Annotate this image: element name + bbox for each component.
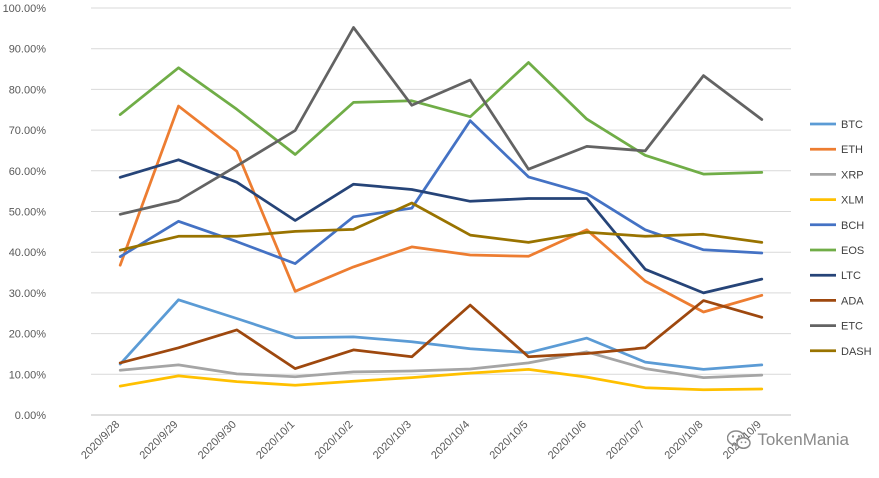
series-line-dash bbox=[118, 201, 764, 252]
x-tick-label: 2020/10/7 bbox=[604, 419, 647, 462]
series-lines bbox=[118, 26, 764, 392]
x-tick-label: 2020/10/2 bbox=[313, 419, 356, 462]
x-tick-label: 2020/10/8 bbox=[663, 419, 706, 462]
gridlines bbox=[91, 7, 791, 416]
series-line-etc bbox=[118, 26, 764, 216]
x-axis: 2020/9/28 2020/9/29 2020/9/30 2020/10/1 2020… bbox=[79, 419, 764, 462]
y-tick-label: 80.00% bbox=[9, 84, 47, 96]
x-tick-label: 2020/10/6 bbox=[546, 419, 589, 462]
series-line-eth bbox=[118, 104, 764, 314]
watermark-text: TokenMania bbox=[757, 430, 849, 449]
legend-label-dash: DASH bbox=[841, 346, 872, 358]
x-tick-label: 2020/10/5 bbox=[488, 419, 531, 462]
y-tick-label: 90.00% bbox=[9, 44, 47, 56]
legend-label-etc: ETC bbox=[841, 321, 863, 333]
legend-label-ada: ADA bbox=[841, 295, 864, 307]
series-line-ada bbox=[118, 299, 764, 370]
y-tick-label: 70.00% bbox=[9, 125, 47, 137]
y-tick-label: 10.00% bbox=[9, 369, 47, 381]
x-tick-label: 2020/9/28 bbox=[79, 419, 122, 462]
x-tick-label: 2020/9/29 bbox=[138, 419, 181, 462]
y-tick-label: 40.00% bbox=[9, 247, 47, 259]
legend-label-ltc: LTC bbox=[841, 270, 861, 282]
legend-label-eth: ETH bbox=[841, 144, 863, 156]
watermark: TokenMania bbox=[727, 430, 849, 450]
legend-label-xrp: XRP bbox=[841, 169, 864, 181]
x-tick-label: 2020/9/30 bbox=[196, 419, 239, 462]
y-axis: 0.00% 10.00% 20.00% 30.00% 40.00% 50.00% 60.00… bbox=[3, 3, 47, 422]
series-line-ltc bbox=[118, 158, 764, 295]
x-tick-label: 2020/10/1 bbox=[254, 419, 297, 462]
y-tick-label: 100.00% bbox=[3, 3, 47, 15]
legend-label-xlm: XLM bbox=[841, 195, 864, 207]
x-tick-label: 2020/10/4 bbox=[429, 419, 472, 462]
series-line-xlm bbox=[118, 368, 764, 392]
legend: BTC ETH XRP XLM BCH EOS LTC ADA ETC DASH bbox=[810, 119, 872, 358]
x-tick-label: 2020/10/3 bbox=[371, 419, 414, 462]
y-tick-label: 20.00% bbox=[9, 329, 47, 341]
y-tick-label: 30.00% bbox=[9, 288, 47, 300]
series-line-xrp bbox=[118, 350, 764, 379]
y-tick-label: 0.00% bbox=[15, 410, 46, 422]
legend-label-bch: BCH bbox=[841, 220, 864, 232]
series-line-eos bbox=[118, 61, 764, 176]
series-line-bch bbox=[118, 119, 764, 265]
legend-label-btc: BTC bbox=[841, 119, 863, 131]
series-line-btc bbox=[118, 298, 764, 371]
wechat-icon bbox=[727, 430, 752, 450]
y-tick-label: 50.00% bbox=[9, 207, 47, 219]
y-tick-label: 60.00% bbox=[9, 166, 47, 178]
legend-label-eos: EOS bbox=[841, 245, 864, 257]
